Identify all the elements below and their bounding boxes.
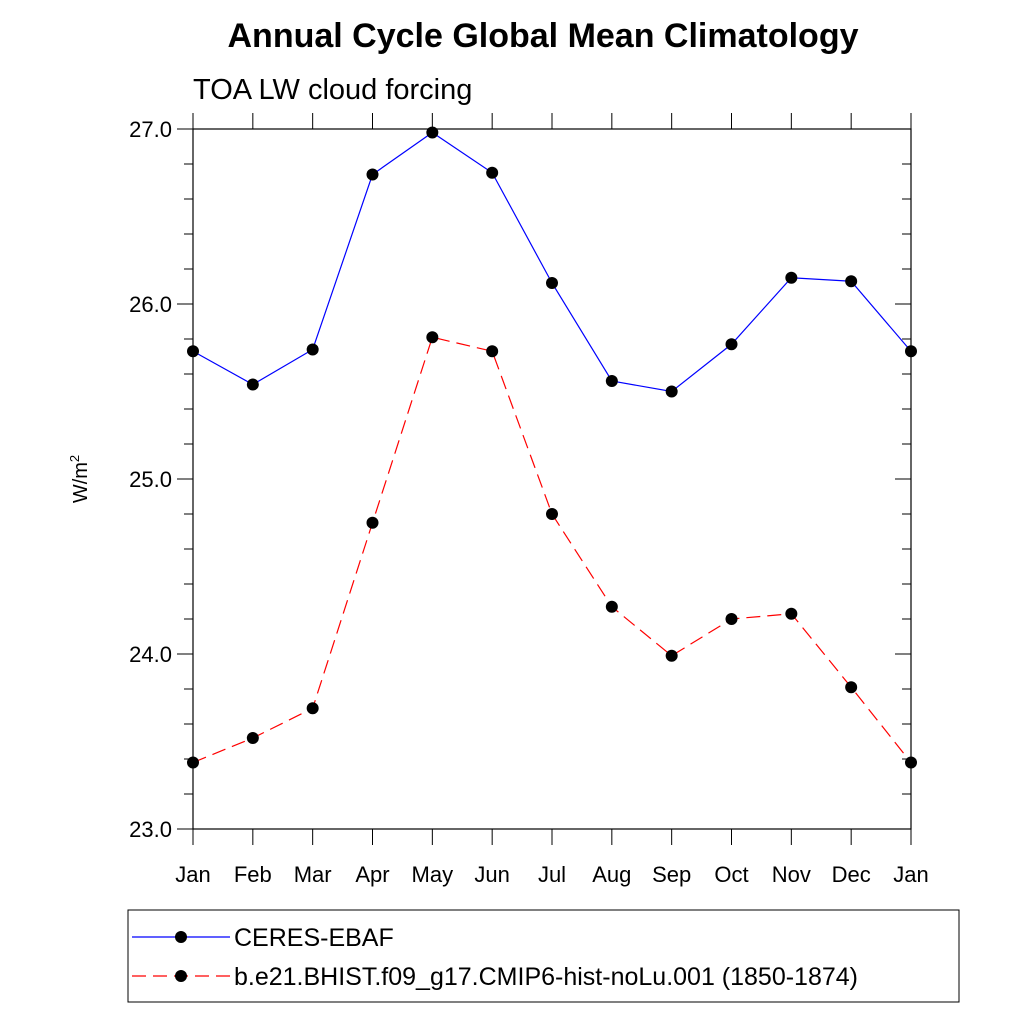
x-tick-label: Mar xyxy=(294,862,332,887)
y-tick-label: 27.0 xyxy=(129,117,172,142)
x-tick-label: Aug xyxy=(592,862,631,887)
x-tick-label: Jan xyxy=(175,862,210,887)
x-tick-label: Jan xyxy=(893,862,928,887)
series-0-point xyxy=(665,385,678,398)
series-1-point xyxy=(187,756,199,769)
series-0-point xyxy=(246,378,259,391)
chart-title: Annual Cycle Global Mean Climatology xyxy=(228,17,859,55)
legend-label-1: b.e21.BHIST.f09_g17.CMIP6-hist-noLu.001 … xyxy=(234,963,858,991)
y-tick-label: 25.0 xyxy=(129,467,172,492)
series-line-1 xyxy=(192,336,912,764)
x-tick-label: Jul xyxy=(538,862,566,887)
legend-marker-1 xyxy=(175,970,187,982)
series-1-point xyxy=(665,649,678,662)
legend: CERES-EBAF b.e21.BHIST.f09_g17.CMIP6-hist… xyxy=(132,924,858,991)
x-tick-label: Apr xyxy=(355,862,389,887)
series-1-point xyxy=(905,756,917,769)
series-0-point xyxy=(426,126,439,139)
x-tick-label: May xyxy=(412,862,454,887)
plot-area-frame xyxy=(192,128,912,830)
series-0-point xyxy=(306,343,319,356)
legend-box xyxy=(127,909,960,1003)
series-1-point xyxy=(426,331,439,344)
y-tick-label: 26.0 xyxy=(129,292,172,317)
series-1-point xyxy=(605,600,618,613)
series-line-0 xyxy=(192,131,912,393)
x-tick-label: Sep xyxy=(652,862,691,887)
x-tick-label: Oct xyxy=(714,862,748,887)
series-0-point xyxy=(605,375,618,387)
legend-marker-0 xyxy=(175,931,187,943)
series-1-point xyxy=(845,681,858,694)
series-0-point xyxy=(486,166,499,179)
x-axis: Jan Feb Mar Apr May Jun Jul Aug Sep Oct Nov Dec Jan xyxy=(175,113,929,887)
y-tick-label: 23.0 xyxy=(129,817,172,842)
series-0-point xyxy=(905,345,917,358)
series-0-point xyxy=(785,271,798,284)
y-tick-label: 24.0 xyxy=(129,642,172,667)
series-1-point xyxy=(785,607,798,620)
series-0-point xyxy=(187,345,199,358)
series-0-point xyxy=(725,338,738,351)
series-layer xyxy=(187,126,917,769)
y-axis: 23.0 24.0 25.0 26.0 27.0 xyxy=(129,117,911,842)
series-0-point xyxy=(366,168,379,181)
x-tick-label: Feb xyxy=(234,862,272,887)
y-axis-label: W/m2 xyxy=(67,455,92,503)
series-1-point xyxy=(486,345,499,358)
series-1-point xyxy=(546,508,558,520)
series-0-point xyxy=(546,277,558,289)
series-1-point xyxy=(306,702,319,715)
series-0-point xyxy=(845,275,858,288)
chart-subtitle: TOA LW cloud forcing xyxy=(193,74,472,106)
series-1-point xyxy=(246,732,259,744)
x-tick-label: Nov xyxy=(772,862,811,887)
series-1-point xyxy=(725,613,738,625)
series-1-point xyxy=(366,516,379,529)
legend-label-0: CERES-EBAF xyxy=(234,924,394,952)
x-tick-label: Jun xyxy=(474,862,509,887)
x-tick-label: Dec xyxy=(832,862,871,887)
